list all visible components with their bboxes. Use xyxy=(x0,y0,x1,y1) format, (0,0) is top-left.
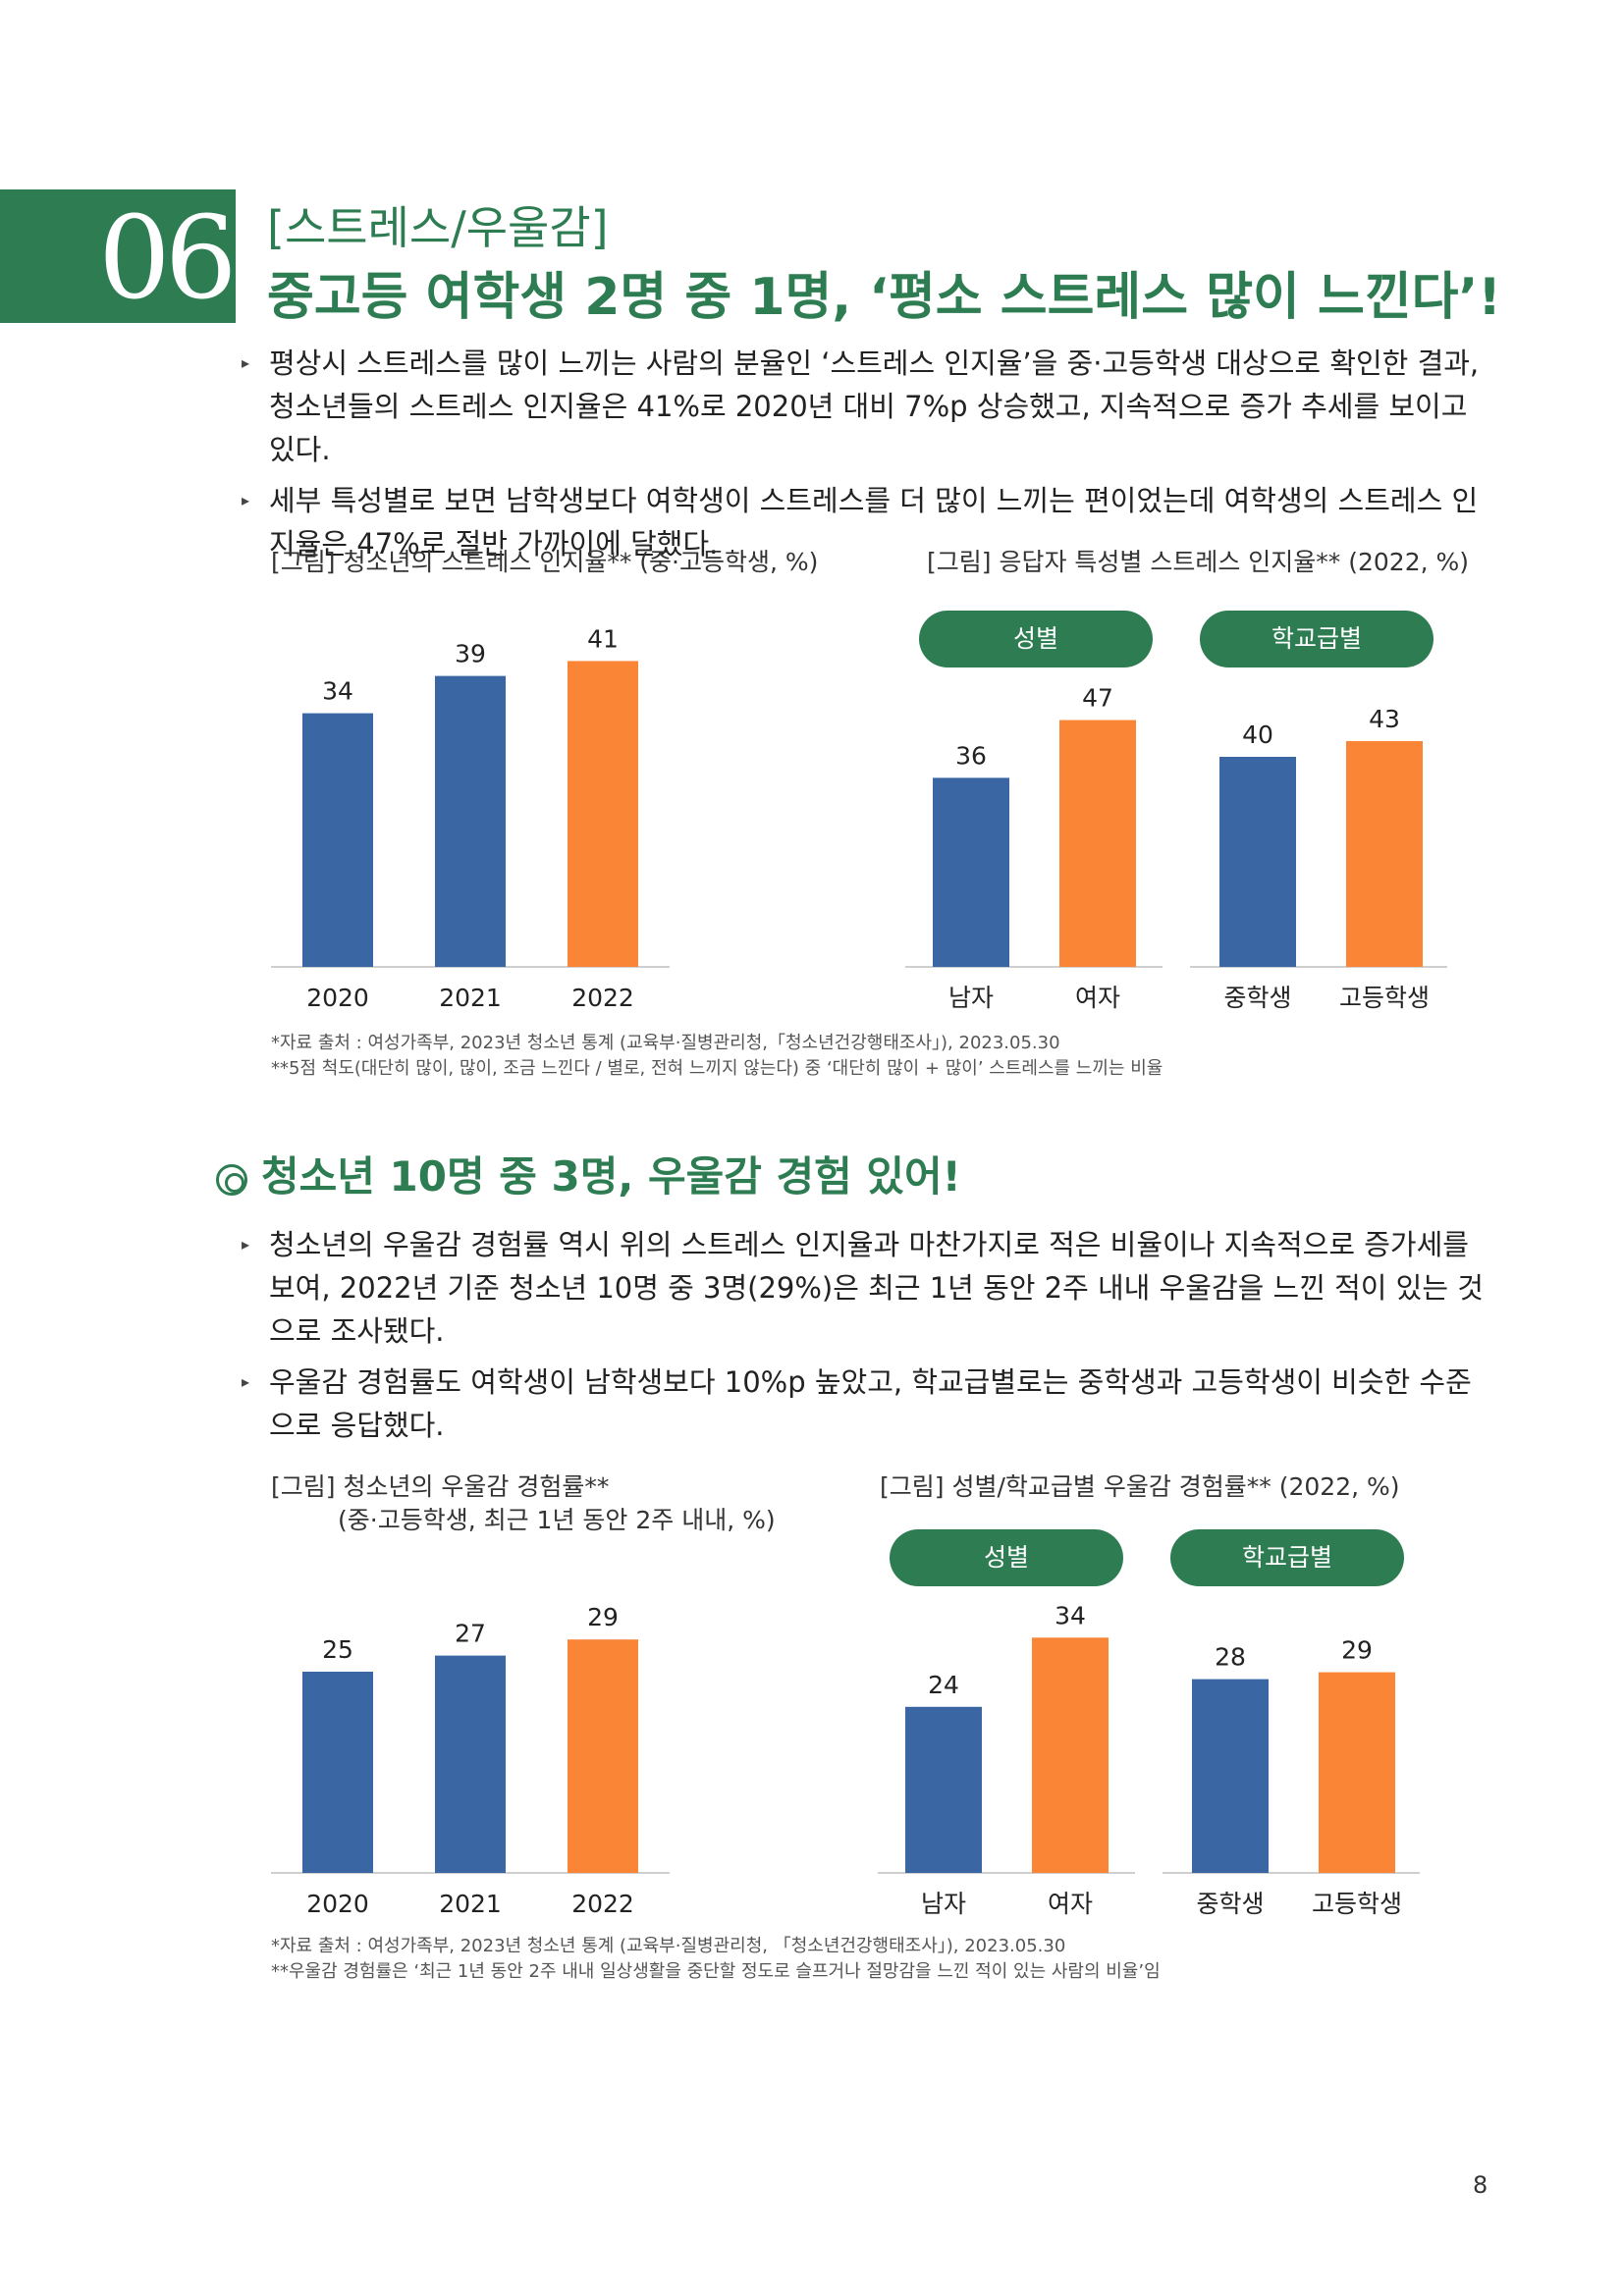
bar-high-school xyxy=(1346,740,1423,967)
subsection-title: 청소년 10명 중 3명, 우울감 경험 있어! xyxy=(216,1144,961,1203)
bullet-item: ▸ 세부 특성별로 보면 남학생보다 여학생이 스트레스를 더 많이 느끼는 편… xyxy=(242,479,1488,565)
bullet-text: 세부 특성별로 보면 남학생보다 여학생이 스트레스를 더 많이 느끼는 편이었… xyxy=(269,484,1479,561)
tick-label-female: 여자 xyxy=(1048,1890,1093,1918)
bar-high-school xyxy=(1319,1672,1395,1873)
bar-female xyxy=(1032,1637,1109,1873)
figure-title-stress-by-group: [그림] 응답자 특성별 스트레스 인지율** (2022, %) xyxy=(927,548,1470,576)
bar-2022 xyxy=(568,1639,638,1873)
bullet-item: ▸ 우울감 경험률도 여학생이 남학생보다 10%p 높았고, 학교급별로는 중… xyxy=(242,1361,1488,1447)
bar-middle-school xyxy=(1219,757,1296,967)
page-number: 8 xyxy=(1473,2171,1488,2199)
tick-label-male: 남자 xyxy=(948,984,994,1012)
section-number: 06 xyxy=(98,192,238,325)
source-note: *자료 출처 : 여성가족부, 2023년 청소년 통계 (교육부·질병관리청,… xyxy=(271,1033,1060,1053)
footnote: **5점 척도(대단히 많이, 많이, 조금 느낀다 / 별로, 전혀 느끼지 … xyxy=(271,1058,1163,1079)
triangle-bullet-icon: ▸ xyxy=(242,491,250,509)
data-label-male: 24 xyxy=(928,1671,959,1699)
triangle-bullet-icon: ▸ xyxy=(242,353,250,372)
pill-gender: 성별 xyxy=(890,1529,1123,1586)
tick-label-2020: 2020 xyxy=(306,1890,369,1918)
bullet-item: ▸ 평상시 스트레스를 많이 느끼는 사람의 분율인 ‘스트레스 인지율’을 중… xyxy=(242,342,1488,471)
pill-school-level: 학교급별 xyxy=(1170,1529,1404,1586)
bar-2021 xyxy=(435,675,506,967)
figure-title-stress-trend: [그림] 청소년의 스트레스 인지율** (중·고등학생, %) xyxy=(271,548,819,576)
data-label-2020: 34 xyxy=(322,677,353,706)
tick-label-middle-school: 중학생 xyxy=(1196,1890,1264,1918)
bullet-text: 우울감 경험률도 여학생이 남학생보다 10%p 높았고, 학교급별로는 중학생… xyxy=(269,1365,1472,1442)
data-label-male: 36 xyxy=(955,741,987,770)
double-circle-icon xyxy=(216,1163,247,1196)
data-label-high-school: 29 xyxy=(1341,1636,1373,1665)
bar-male xyxy=(905,1706,982,1873)
figure-title-depression-trend: [그림] 청소년의 우울감 경험률** xyxy=(271,1472,610,1501)
tick-label-2021: 2021 xyxy=(439,1890,502,1918)
bar-2020 xyxy=(302,713,373,967)
tick-label-2022: 2022 xyxy=(571,984,634,1012)
data-label-2022: 29 xyxy=(587,1603,619,1631)
bar-male xyxy=(933,777,1009,967)
data-label-2020: 25 xyxy=(322,1635,353,1664)
tick-label-2022: 2022 xyxy=(571,1890,634,1918)
tick-label-2020: 2020 xyxy=(306,984,369,1012)
bar-2021 xyxy=(435,1655,506,1873)
bar-2020 xyxy=(302,1672,373,1873)
data-label-2022: 41 xyxy=(587,624,619,653)
section-number-box xyxy=(0,189,236,323)
bar-2022 xyxy=(568,661,638,967)
data-label-2021: 39 xyxy=(455,640,486,668)
tick-label-2021: 2021 xyxy=(439,984,502,1012)
bar-middle-school xyxy=(1192,1679,1269,1873)
tick-label-female: 여자 xyxy=(1075,984,1120,1012)
data-label-middle-school: 40 xyxy=(1242,721,1273,749)
pill-school-level: 학교급별 xyxy=(1200,611,1434,667)
footnote: **우울감 경험률은 ‘최근 1년 동안 2주 내내 일상생활을 중단할 정도로… xyxy=(271,1961,1161,1982)
bullet-list-depression: ▸ 청소년의 우울감 경험률 역시 위의 스트레스 인지율과 마찬가지로 적은 … xyxy=(242,1223,1488,1455)
section-tag: [스트레스/우울감] xyxy=(267,201,609,254)
triangle-bullet-icon: ▸ xyxy=(242,1235,250,1254)
source-note: *자료 출처 : 여성가족부, 2023년 청소년 통계 (교육부·질병관리청,… xyxy=(271,1936,1066,1956)
bullet-text: 평상시 스트레스를 많이 느끼는 사람의 분율인 ‘스트레스 인지율’을 중·고… xyxy=(269,347,1480,466)
pill-gender: 성별 xyxy=(919,611,1153,667)
data-label-female: 34 xyxy=(1055,1601,1086,1629)
data-label-2021: 27 xyxy=(455,1620,486,1648)
data-label-high-school: 43 xyxy=(1369,705,1400,733)
section-title: 중고등 여학생 2명 중 1명, ‘평소 스트레스 많이 느낀다’! xyxy=(267,268,1501,327)
data-label-female: 47 xyxy=(1082,684,1113,713)
bullet-text: 청소년의 우울감 경험률 역시 위의 스트레스 인지율과 마찬가지로 적은 비율… xyxy=(269,1228,1484,1348)
subsection-title-text: 청소년 10명 중 3명, 우울감 경험 있어! xyxy=(261,1152,961,1201)
tick-label-high-school: 고등학생 xyxy=(1312,1890,1402,1918)
tick-label-middle-school: 중학생 xyxy=(1223,984,1291,1012)
figure-title-depression-trend-sub: (중·고등학생, 최근 1년 동안 2주 내내, %) xyxy=(338,1506,776,1534)
bullet-list-stress: ▸ 평상시 스트레스를 많이 느끼는 사람의 분율인 ‘스트레스 인지율’을 중… xyxy=(242,342,1488,573)
data-label-middle-school: 28 xyxy=(1215,1643,1246,1672)
figure-title-depression-by-group: [그림] 성별/학교급별 우울감 경험률** (2022, %) xyxy=(880,1472,1400,1501)
bar-female xyxy=(1059,720,1136,967)
tick-label-high-school: 고등학생 xyxy=(1339,984,1430,1012)
triangle-bullet-icon: ▸ xyxy=(242,1372,250,1391)
bullet-item: ▸ 청소년의 우울감 경험률 역시 위의 스트레스 인지율과 마찬가지로 적은 … xyxy=(242,1223,1488,1353)
tick-label-male: 남자 xyxy=(921,1890,966,1918)
